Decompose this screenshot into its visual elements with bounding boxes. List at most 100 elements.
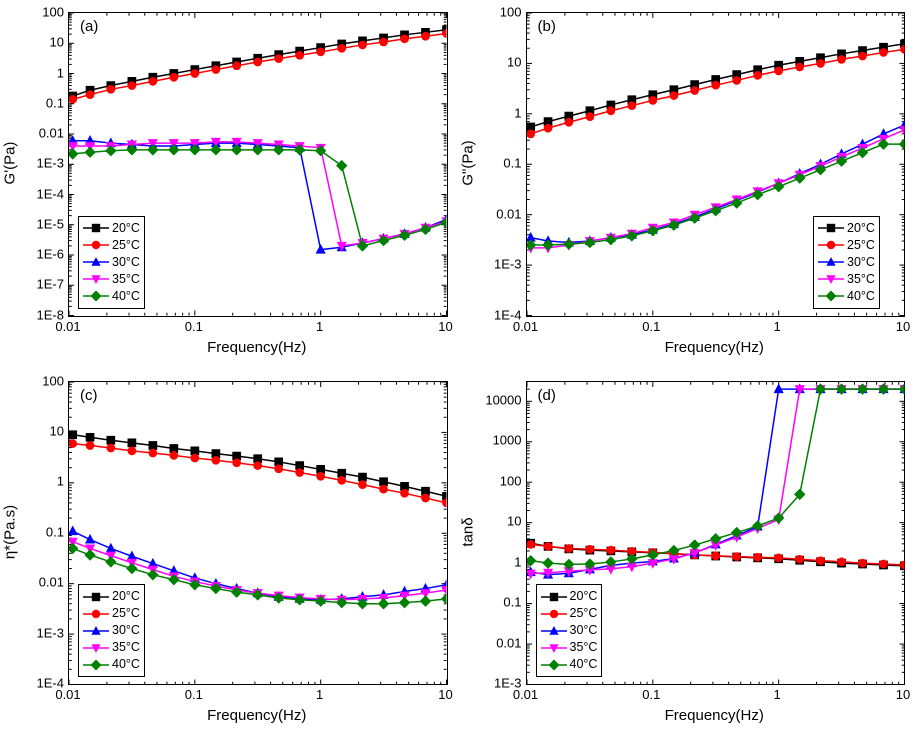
ytick-label: 10 — [50, 423, 64, 438]
legend: 20°C25°C30°C 35°C 40°C — [536, 584, 603, 677]
legend-label: 20°C — [847, 221, 875, 236]
legend-label: 20°C — [570, 589, 598, 604]
legend-row: 40°C — [83, 656, 140, 673]
legend-marker-icon — [541, 590, 567, 604]
y-axis-label: tanδ — [459, 517, 476, 546]
ytick-label: 1E-7 — [37, 277, 64, 292]
legend-label: 30°C — [570, 623, 598, 638]
ytick-label: 1E-4 — [37, 186, 64, 201]
legend-marker-icon — [83, 221, 109, 235]
ytick-label: 10000 — [485, 392, 521, 407]
legend-label: 20°C — [112, 589, 140, 604]
legend-marker-icon — [541, 658, 567, 672]
legend-row: 35°C — [541, 639, 598, 656]
ytick-label: 0.01 — [39, 126, 64, 141]
legend-label: 40°C — [570, 657, 598, 672]
legend-row: 20°C — [83, 588, 140, 605]
legend-label: 35°C — [847, 272, 875, 287]
legend-label: 20°C — [112, 221, 140, 236]
ytick-label: 10 — [50, 35, 64, 50]
legend-label: 40°C — [847, 289, 875, 304]
legend-row: 25°C — [83, 605, 140, 622]
legend-label: 25°C — [847, 238, 875, 253]
x-axis-label: Frequency(Hz) — [207, 707, 306, 724]
ytick-label: 100 — [42, 5, 64, 20]
legend-row: 35°C — [83, 639, 140, 656]
xtick-label: 1 — [774, 319, 781, 334]
legend: 20°C 25°C 30°C35°C40°C — [78, 584, 145, 677]
ytick-label: 0.1 — [503, 156, 521, 171]
ytick-label: 1E-3 — [494, 257, 521, 272]
ytick-label: 1E-4 — [37, 676, 64, 691]
xtick-label: 10 — [896, 687, 910, 702]
legend-marker-icon — [818, 255, 844, 269]
ytick-label: 1000 — [493, 433, 522, 448]
legend-row: 40°C — [818, 288, 875, 305]
legend-row: 20°C — [818, 220, 875, 237]
ytick-label: 1 — [514, 554, 521, 569]
ytick-label: 0.1 — [46, 95, 64, 110]
ytick-label: 100 — [500, 5, 522, 20]
legend-row: 25°C — [541, 605, 598, 622]
legend-marker-icon — [818, 289, 844, 303]
ytick-label: 1E-4 — [494, 307, 521, 322]
xtick-label: 1 — [316, 319, 323, 334]
ytick-label: 0.01 — [496, 635, 521, 650]
legend-label: 30°C — [112, 255, 140, 270]
legend-marker-icon — [83, 590, 109, 604]
y-axis-label: G"(Pa) — [459, 141, 476, 186]
panel-d: 0.010.11101E-30.010.1110100100010000Freq… — [458, 369, 915, 737]
legend-marker-icon — [83, 658, 109, 672]
legend-label: 40°C — [112, 657, 140, 672]
legend-row: 35°C — [83, 271, 140, 288]
ytick-label: 10 — [507, 55, 521, 70]
xtick-label: 0.1 — [185, 687, 203, 702]
legend-label: 25°C — [112, 606, 140, 621]
legend-row: 20°C — [541, 588, 598, 605]
ytick-label: 1 — [57, 65, 64, 80]
ytick-label: 1E-3 — [494, 676, 521, 691]
ytick-label: 1E-3 — [37, 625, 64, 640]
legend-marker-icon — [83, 641, 109, 655]
figure-grid: 0.010.11101E-81E-71E-61E-51E-41E-30.010.… — [0, 0, 915, 737]
legend-row: 30°C — [818, 254, 875, 271]
ytick-label: 0.1 — [503, 595, 521, 610]
legend: 20°C 25°C 30°C 35°C 40°C — [813, 216, 880, 309]
legend-label: 25°C — [112, 238, 140, 253]
legend-row: 40°C — [83, 288, 140, 305]
legend-marker-icon — [818, 272, 844, 286]
ytick-label: 0.1 — [46, 524, 64, 539]
legend-marker-icon — [818, 238, 844, 252]
ytick-label: 10 — [507, 514, 521, 529]
legend-marker-icon — [541, 607, 567, 621]
ytick-label: 0.01 — [39, 575, 64, 590]
xtick-label: 10 — [438, 319, 452, 334]
legend-label: 30°C — [847, 255, 875, 270]
panel-letter: (d) — [538, 387, 556, 404]
legend-marker-icon — [818, 221, 844, 235]
ytick-label: 1 — [514, 105, 521, 120]
xtick-label: 0.1 — [642, 687, 660, 702]
x-axis-label: Frequency(Hz) — [665, 339, 764, 356]
legend-marker-icon — [83, 238, 109, 252]
ytick-label: 0.01 — [496, 206, 521, 221]
legend-label: 30°C — [112, 623, 140, 638]
panel-letter: (b) — [538, 18, 556, 35]
xtick-label: 10 — [896, 319, 910, 334]
legend-row: 30°C — [83, 622, 140, 639]
ytick-label: 1E-5 — [37, 216, 64, 231]
legend-label: 35°C — [570, 640, 598, 655]
panel-c: 0.010.11101E-41E-30.010.1110100Frequency… — [0, 369, 458, 737]
x-axis-label: Frequency(Hz) — [207, 339, 306, 356]
legend-label: 35°C — [112, 272, 140, 287]
xtick-label: 1 — [774, 687, 781, 702]
legend-row: 40°C — [541, 656, 598, 673]
legend-row: 25°C — [83, 237, 140, 254]
xtick-label: 0.1 — [642, 319, 660, 334]
legend-marker-icon — [83, 255, 109, 269]
legend: 20°C 25°C 30°C 35°C 40°C — [78, 216, 145, 309]
panel-b: 0.010.11101E-41E-30.010.1110100Frequency… — [458, 0, 915, 369]
legend-label: 40°C — [112, 289, 140, 304]
x-axis-label: Frequency(Hz) — [665, 707, 764, 724]
y-axis-label: G'(Pa) — [2, 142, 19, 185]
